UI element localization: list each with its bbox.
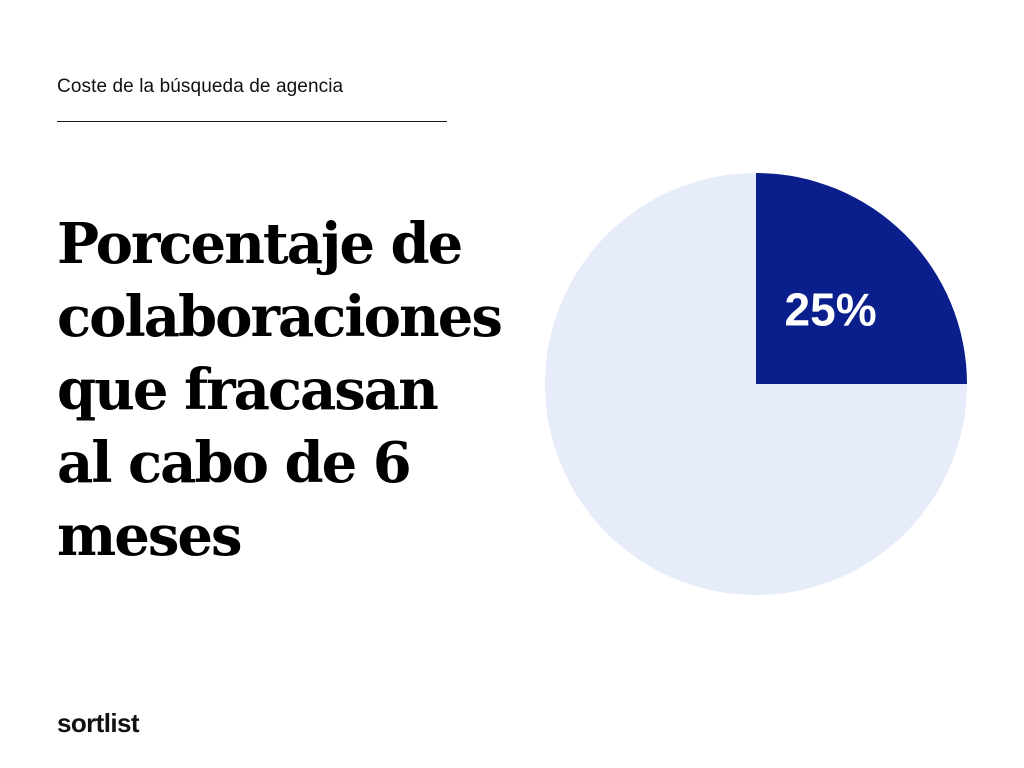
category-label: Coste de la búsqueda de agencia [57, 76, 344, 97]
header-divider [57, 121, 447, 122]
pie-slice-1 [545, 173, 967, 595]
pie-slice-label-0: 25% [785, 283, 877, 335]
page-title: Porcentaje de colaboraciones que fracasa… [57, 211, 503, 569]
sortlist-logo: sortlist [57, 708, 139, 738]
pie-chart: 25% [545, 173, 967, 595]
pie-slice-0 [756, 173, 967, 384]
